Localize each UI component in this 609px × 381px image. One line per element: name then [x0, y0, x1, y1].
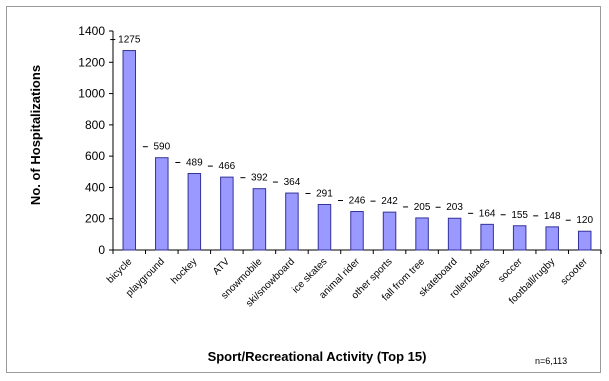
y-axis-title: No. of Hospitalizations [28, 65, 43, 205]
bar-hockey [187, 173, 202, 251]
plot-area: 02004006008001000120014001275bicycle590p… [78, 24, 602, 309]
category-label: scooter [559, 256, 590, 287]
y-tick-label: 600 [85, 149, 105, 163]
bar-skateboard [447, 217, 462, 251]
bar-soccer [512, 225, 527, 251]
data-label: 466 [219, 161, 236, 172]
y-tick-label: 1200 [78, 55, 105, 69]
bar-animal-rider [350, 211, 364, 251]
bar-ice-skates [317, 203, 332, 251]
bar-football-rugby [545, 226, 559, 251]
bar-snowmobile [252, 188, 267, 251]
data-label: 120 [576, 215, 593, 226]
data-label: 291 [316, 188, 333, 199]
data-label: 489 [186, 158, 203, 169]
data-label: 1275 [118, 35, 141, 46]
category-label: ATV [211, 256, 232, 277]
data-label: 246 [349, 196, 366, 207]
sample-size-note: n=6,113 [535, 356, 567, 366]
category-label: soccer [496, 256, 525, 285]
data-label: 364 [284, 177, 301, 188]
data-label: 242 [381, 196, 398, 207]
bar-playground [155, 157, 169, 251]
x-axis-title: Sport/Recreational Activity (Top 15) [208, 349, 427, 364]
bar-rollerblades [480, 223, 494, 251]
chart-frame: No. of Hospitalizations Sport/Recreation… [6, 6, 602, 373]
y-tick-label: 0 [98, 243, 105, 257]
data-label: 148 [544, 211, 561, 222]
category-label: hockey [169, 256, 199, 286]
data-label: 164 [479, 208, 496, 219]
bar-scooter [577, 230, 592, 251]
bar-bicycle [122, 50, 137, 251]
y-tick-label: 400 [85, 180, 105, 194]
category-label: bicycle [105, 256, 135, 286]
data-label: 392 [251, 173, 268, 184]
y-tick-label: 800 [85, 118, 105, 132]
data-label: 155 [511, 210, 528, 221]
y-tick-label: 1000 [78, 87, 105, 101]
data-label: 205 [414, 202, 431, 213]
bar-atv [220, 176, 234, 251]
bar-chart: No. of Hospitalizations Sport/Recreation… [28, 24, 602, 366]
y-tick-label: 1400 [78, 24, 105, 38]
bar-fall-from-tree [415, 217, 429, 251]
data-label: 203 [446, 202, 463, 213]
bar-ski-snowboard [285, 192, 299, 251]
data-label: 590 [153, 142, 170, 153]
bar-other-sports [382, 211, 397, 251]
y-tick-label: 200 [85, 212, 105, 226]
